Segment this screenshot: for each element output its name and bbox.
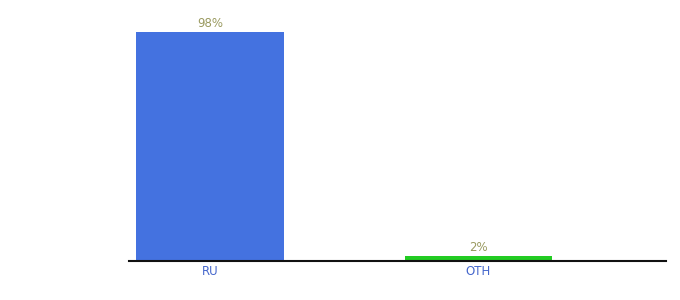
- Text: 98%: 98%: [197, 17, 223, 31]
- Bar: [405, 256, 552, 261]
- Text: 2%: 2%: [469, 242, 488, 254]
- Bar: [136, 32, 284, 261]
